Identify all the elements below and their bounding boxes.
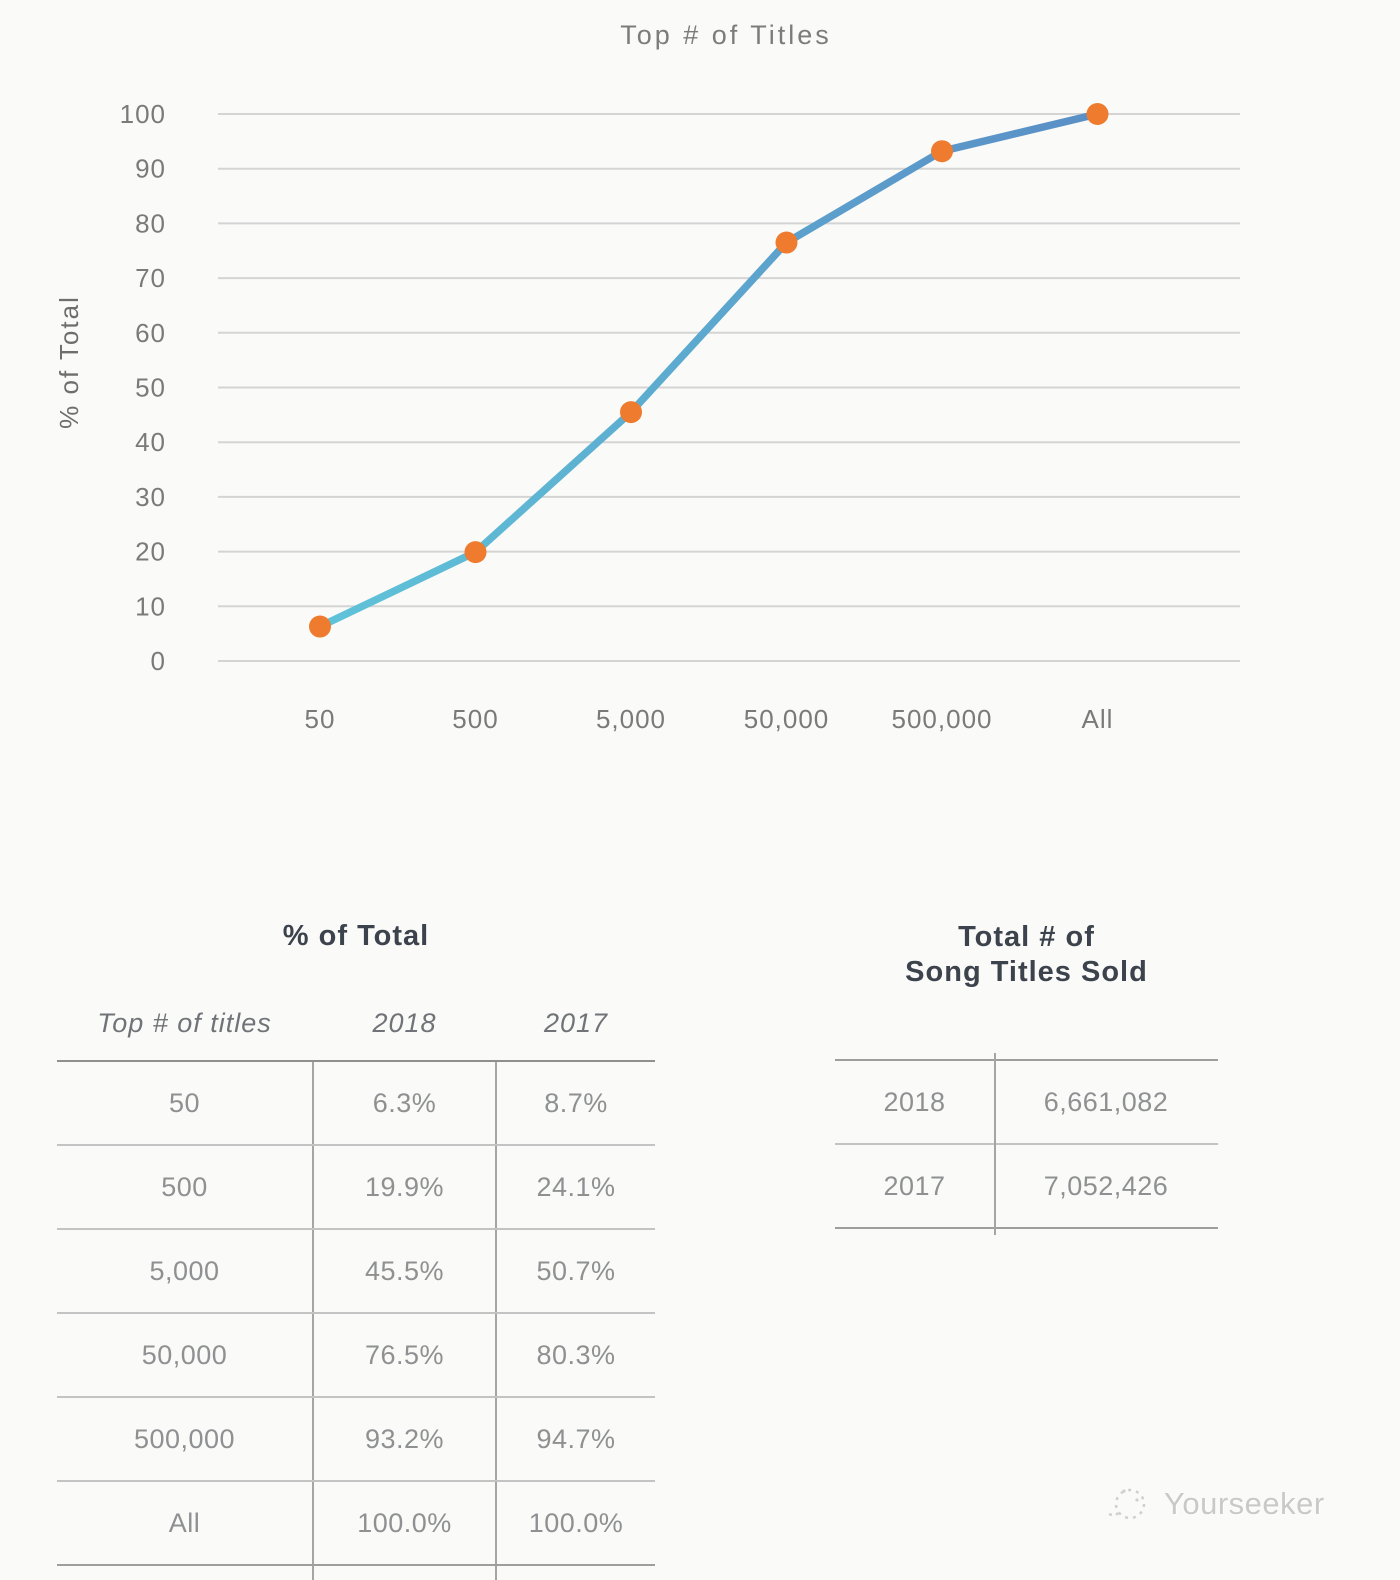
y-tick-label: 40 <box>135 427 166 457</box>
y-tick-label: 60 <box>135 318 166 348</box>
titles-count-cell: 50 <box>168 1087 201 1118</box>
watermark: Yourseeker <box>1102 1478 1325 1530</box>
table-row: 500 19.9% 24.1% <box>57 1146 655 1230</box>
titles-count-cell: 500,000 <box>133 1423 236 1454</box>
pct-of-total-table: % of Total Top # of titles 2018 2017 50 … <box>57 920 655 1580</box>
total-sold-cell: 7,052,426 <box>1043 1170 1169 1201</box>
x-tick-label: All <box>1082 704 1114 734</box>
table-row: 2017 7,052,426 <box>835 1143 1218 1227</box>
titles-count-cell: 5,000 <box>149 1255 220 1286</box>
table-row: All 100.0% 100.0% <box>57 1482 655 1566</box>
pct-2018-cell: 76.5% <box>312 1314 497 1396</box>
y-axis-title: % of Total <box>54 295 84 429</box>
pct-2018-cell: 93.2% <box>312 1398 497 1480</box>
y-tick-label: 100 <box>120 99 166 129</box>
y-tick-label: 90 <box>135 154 166 184</box>
total-sold-cell: 6,661,082 <box>1043 1086 1169 1117</box>
year-cell: 2017 <box>883 1170 946 1201</box>
y-tick-label: 20 <box>135 537 166 567</box>
pct-2018-cell: 45.5% <box>312 1230 497 1312</box>
pct-2018-cell: 19.9% <box>312 1146 497 1228</box>
column-header-2017: 2017 <box>543 1007 609 1038</box>
data-point-marker <box>931 140 953 163</box>
year-cell: 2018 <box>883 1086 946 1117</box>
pct-table-title: % of Total <box>282 920 430 952</box>
pct-2018-cell: 6.3% <box>312 1062 497 1144</box>
data-point-marker <box>620 401 642 424</box>
totals-column-divider <box>994 1053 996 1235</box>
data-point-marker <box>775 231 798 254</box>
data-point-marker <box>464 541 487 564</box>
x-tick-label: 500 <box>452 704 498 734</box>
yourseeker-logo-icon <box>1108 1488 1146 1520</box>
watermark-text: Yourseeker <box>1164 1486 1325 1521</box>
table-row: 5,000 45.5% 50.7% <box>57 1230 655 1314</box>
pct-2017-cell: 94.7% <box>536 1423 616 1454</box>
pct-2017-cell: 24.1% <box>536 1171 616 1202</box>
table-row: 500,000 93.2% 94.7% <box>57 1398 655 1482</box>
data-point-marker <box>1086 103 1109 125</box>
totals-table-body: 2018 6,661,082 2017 7,052,426 <box>835 1059 1218 1229</box>
x-tick-label: 500,000 <box>892 704 993 734</box>
x-tick-label: 50,000 <box>744 704 830 734</box>
table-column-line-stubs <box>57 1566 655 1580</box>
titles-count-cell: 500 <box>161 1171 208 1202</box>
y-tick-label: 10 <box>135 591 166 621</box>
totals-table-title: Total # of Song Titles Sold <box>835 920 1218 990</box>
column-header-2018: 2018 <box>372 1007 437 1038</box>
totals-title-line1: Total # of <box>958 921 1095 953</box>
pct-2018-cell: 100.0% <box>312 1482 497 1564</box>
x-tick-label: 50 <box>305 704 336 734</box>
totals-table: Total # of Song Titles Sold 2018 6,661,0… <box>835 920 1218 1235</box>
table-row: 50 6.3% 8.7% <box>57 1062 655 1146</box>
y-tick-label: 30 <box>135 482 166 512</box>
pct-table-header-row: Top # of titles 2018 2017 <box>57 998 655 1062</box>
pct-2017-cell: 8.7% <box>544 1087 608 1118</box>
column-header-top-titles: Top # of titles <box>97 1007 272 1038</box>
y-tick-label: 0 <box>151 646 166 676</box>
y-tick-label: 70 <box>135 263 166 293</box>
y-tick-label: 50 <box>135 373 166 403</box>
data-point-marker <box>309 615 331 638</box>
line-chart: 0 10 20 30 40 50 60 70 80 90 100 % of Total 50 500 5,0… <box>54 99 1240 734</box>
chart-title: Top # of Titles <box>620 20 832 50</box>
x-tick-label: 5,000 <box>596 704 666 734</box>
pct-2017-cell: 80.3% <box>536 1339 616 1370</box>
pct-2017-cell: 50.7% <box>536 1255 616 1286</box>
totals-title-line2: Song Titles Sold <box>905 956 1148 988</box>
titles-count-cell: 50,000 <box>141 1339 228 1370</box>
series-line-2018 <box>316 110 1102 631</box>
titles-count-cell: All <box>168 1507 201 1538</box>
pct-2017-cell: 100.0% <box>528 1507 624 1538</box>
table-row: 2018 6,661,082 <box>835 1061 1218 1143</box>
table-row: 50,000 76.5% 80.3% <box>57 1314 655 1398</box>
y-tick-label: 80 <box>135 208 166 238</box>
